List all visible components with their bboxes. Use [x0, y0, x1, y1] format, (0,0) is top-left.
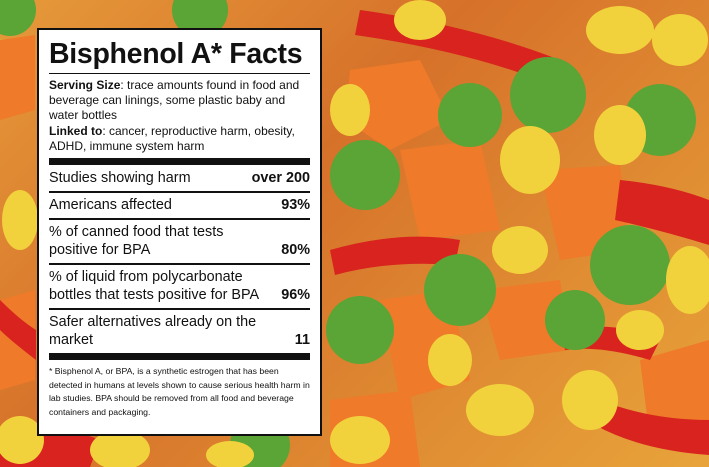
thick-divider	[49, 158, 310, 166]
fact-value: 80%	[281, 242, 310, 259]
footnote: * Bisphenol A, or BPA, is a synthetic es…	[49, 366, 310, 417]
fact-row-polycarbonate: % of liquid from polycarbonate bottles t…	[49, 265, 310, 311]
linked-to-value: : cancer, reproductive harm, obesity, AD…	[49, 123, 295, 153]
linked-to-label: Linked to	[49, 123, 103, 138]
fact-label: Studies showing harm	[49, 170, 191, 187]
fact-value: over 200	[251, 170, 310, 187]
serving-size-label: Serving Size	[49, 78, 121, 92]
fact-value: 96%	[281, 287, 310, 304]
fact-label: % of canned food that tests positive for…	[49, 224, 224, 259]
fact-label: % of liquid from polycarbonate bottles t…	[49, 269, 260, 304]
fact-label: Safer alternatives already on the market	[49, 314, 257, 349]
fact-row-studies: Studies showing harm over 200	[49, 168, 310, 194]
fact-value: 93%	[281, 197, 310, 214]
fact-row-americans: Americans affected 93%	[49, 193, 310, 221]
bpa-facts-label: Bisphenol A* Facts Serving Size: trace a…	[37, 28, 322, 436]
linked-to-text: Linked to: cancer, reproductive harm, ob…	[49, 124, 310, 154]
fact-label: Americans affected	[49, 197, 172, 214]
serving-size-value: : trace amounts found in food and bevera…	[49, 78, 300, 123]
fact-row-alternatives: Safer alternatives already on the market…	[49, 310, 310, 353]
fact-value: 11	[294, 332, 310, 349]
fact-row-canned-food: % of canned food that tests positive for…	[49, 220, 310, 266]
thick-divider-bottom	[49, 353, 310, 361]
facts-title: Bisphenol A* Facts	[49, 37, 310, 74]
serving-size-text: Serving Size: trace amounts found in foo…	[49, 78, 310, 124]
